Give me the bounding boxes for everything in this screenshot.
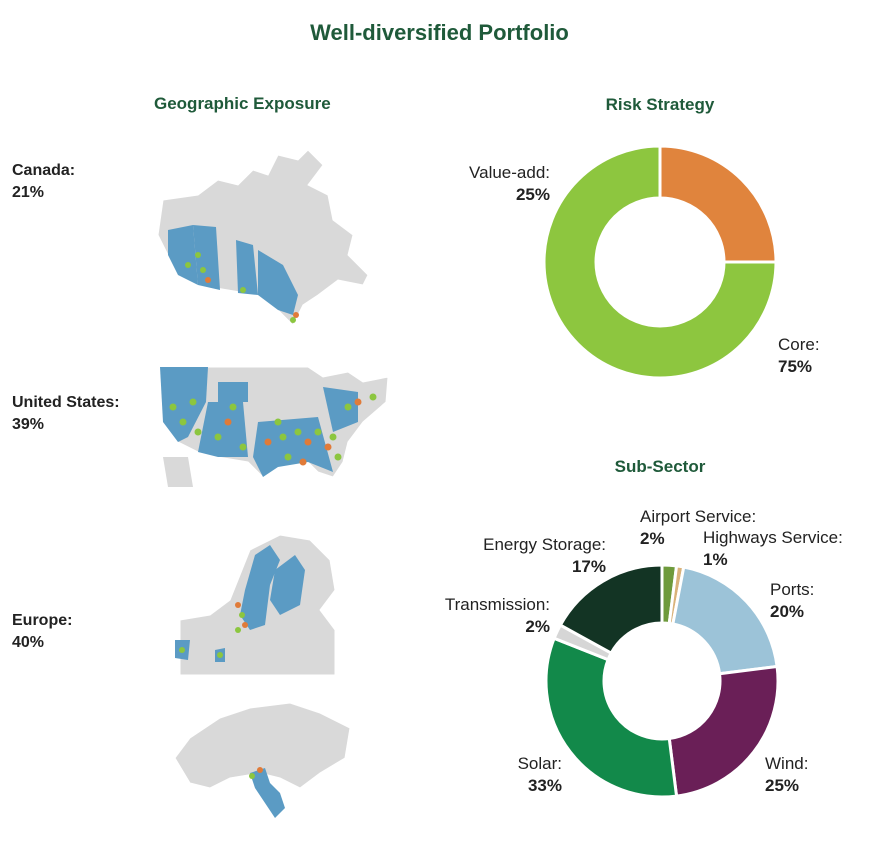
chart1-label-energy-storage: Energy Storage: (483, 535, 606, 554)
region-europe-pct: 40% (12, 634, 45, 651)
canada-asset-markers (185, 252, 299, 323)
chart0-value-core: 75% (778, 357, 812, 376)
northern-europe-map (175, 534, 336, 676)
chart1-label-highways-service: Highways Service: (703, 528, 843, 547)
chart1-value-airport-service: 2% (640, 529, 665, 548)
chart1-label-wind: Wind: (765, 754, 808, 773)
chart1-value-energy-storage: 17% (572, 557, 606, 576)
chart1-label-airport-service: Airport Service: (640, 507, 756, 526)
chart0-slice-value-add (658, 144, 778, 264)
europe-north-asset-markers (179, 602, 248, 658)
chart1-title: Sub-Sector (615, 457, 706, 476)
chart1-slice-energy-storage (558, 563, 664, 656)
geographic-exposure-heading: Geographic Exposure (154, 94, 331, 113)
page-title: Well-diversified Portfolio (310, 20, 569, 45)
chart1-value-wind: 25% (765, 776, 799, 795)
chart0-label-core: Core: (778, 335, 820, 354)
united-states-map (159, 366, 389, 487)
region-europe-name: Europe: (12, 612, 73, 629)
region-canada-pct: 21% (12, 184, 45, 201)
chart1-value-highways-service: 1% (703, 550, 728, 569)
region-canada: Canada: 21% (12, 160, 75, 204)
chart0-title: Risk Strategy (606, 95, 715, 114)
region-united-states: United States: 39% (12, 392, 120, 436)
chart0-label-value-add: Value-add: (469, 163, 550, 182)
chart1-value-ports: 20% (770, 602, 804, 621)
us-asset-markers (169, 393, 377, 466)
chart1-value-transmission: 2% (525, 617, 550, 636)
southern-europe-map (174, 702, 351, 818)
region-us-name: United States: (12, 394, 120, 411)
canada-map (158, 149, 369, 326)
chart1-value-solar: 33% (528, 776, 562, 795)
chart1-slice-ports (671, 565, 779, 676)
region-us-pct: 39% (12, 416, 45, 433)
chart1-label-solar: Solar: (518, 754, 562, 773)
chart0-value-value-add: 25% (516, 185, 550, 204)
region-europe: Europe: 40% (12, 610, 72, 654)
chart1-label-ports: Ports: (770, 580, 814, 599)
chart1-slice-solar (544, 636, 679, 799)
chart1-label-transmission: Transmission: (445, 595, 550, 614)
europe-south-asset-markers (249, 767, 263, 779)
chart1-slice-wind (667, 664, 780, 798)
region-canada-name: Canada: (12, 162, 76, 179)
chart0-slice-core (542, 144, 778, 380)
